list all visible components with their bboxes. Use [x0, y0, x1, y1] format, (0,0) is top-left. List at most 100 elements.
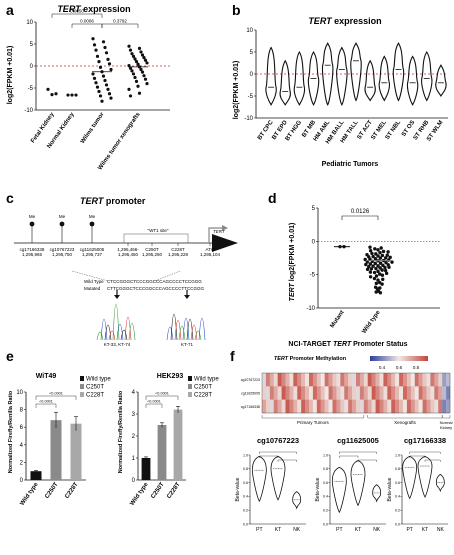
heatmap-cell — [391, 386, 396, 400]
b-ytick-label: 5 — [250, 50, 254, 56]
a-point — [66, 93, 70, 97]
e-legend-swatch — [188, 392, 192, 397]
heatmap-cell — [363, 386, 368, 400]
heatmap-cell — [285, 373, 290, 387]
a-point — [103, 45, 107, 50]
trace-peak — [166, 326, 174, 341]
e-ytick-label: 4 — [132, 390, 136, 396]
d-point — [368, 275, 373, 279]
heatmap-cell — [312, 399, 318, 414]
heatmap-cell — [403, 373, 408, 387]
heatmap-cell — [281, 373, 286, 387]
zoom-line-right — [154, 270, 181, 282]
heatmap-cell — [336, 399, 341, 414]
heatmap-cell — [399, 386, 404, 400]
heatmap-cell — [336, 373, 341, 387]
f-ytick-label: 0.6 — [243, 481, 248, 485]
heatmap-cell — [383, 386, 388, 400]
e-ytick-label: 2 — [132, 434, 136, 440]
heatmap-cell — [391, 399, 396, 414]
heatmap-cell — [348, 399, 353, 414]
trace-peak — [120, 329, 128, 341]
e-xtick-label: C250T — [150, 481, 165, 499]
panel-b-ylabel: log2(FPKM +0.01) — [233, 61, 240, 120]
heatmap-cell — [281, 399, 286, 414]
a-point — [137, 91, 142, 95]
heatmap-cell — [414, 373, 419, 387]
a-xtick-label: Wilms tumor — [80, 111, 106, 145]
a-point — [133, 57, 137, 61]
heatmap-cell — [265, 373, 271, 387]
d-point — [365, 267, 370, 272]
d-point — [370, 251, 374, 256]
wild-type-sequence: CTCCGGGCTCCCGGCCCAGCCCCTCCGGG — [107, 279, 202, 284]
heatmap-group-label: Primary Tumors — [297, 420, 330, 425]
a-point — [106, 87, 110, 91]
e-ytick-label: 0 — [132, 478, 136, 484]
e-chart-title: HEK293 — [157, 373, 184, 380]
heatmap-cell — [340, 399, 345, 414]
site-name: ATG — [206, 247, 215, 252]
d-point — [338, 244, 342, 249]
a-pvalue: 0.0006 — [80, 19, 94, 24]
heatmap-cell — [406, 399, 412, 414]
f-violin — [270, 455, 286, 501]
d-sig-bracket — [341, 215, 379, 220]
a-point — [104, 51, 109, 55]
d-pvalue: 0.0126 — [351, 209, 370, 215]
heatmap-cell — [277, 373, 282, 387]
e-ytick-label: 3 — [132, 412, 136, 418]
panel-b-xlabel: Pediatric Tumors — [322, 161, 379, 168]
trace-peak — [178, 325, 186, 341]
a-point — [91, 72, 95, 76]
heatmap-cell — [340, 373, 345, 387]
heatmap-cell — [367, 399, 372, 414]
e-legend-swatch — [188, 384, 192, 389]
f-ylabel: Beta-value — [235, 477, 241, 501]
f-xtick-label: NK — [437, 527, 445, 533]
heatmap-border — [261, 372, 451, 414]
heatmap-cell — [430, 373, 435, 387]
a-point — [92, 76, 97, 80]
a-ytick-label: -10 — [24, 108, 33, 114]
f-xtick-label: NK — [293, 527, 301, 533]
methylation-heatmap: cg10767223 cg11625005 cg17166338 Primary Tu… — [241, 372, 453, 430]
heatmap-cell — [406, 373, 412, 387]
b-violin — [265, 46, 277, 106]
e-sig-label: <0.0001 — [39, 400, 53, 404]
heatmap-title: TERT Promoter Methylation — [274, 356, 347, 362]
d-point — [386, 250, 390, 254]
heatmap-cell — [418, 399, 423, 414]
heatmap-cell — [426, 386, 431, 400]
heatmap-cell — [320, 399, 325, 414]
a-point — [95, 85, 100, 89]
heatmap-cell — [410, 386, 415, 400]
f-ytick-label: 0.0 — [323, 522, 328, 526]
b-ytick-label: -10 — [244, 116, 253, 122]
a-ytick-label: -5 — [28, 86, 34, 92]
heatmap-cell — [312, 373, 318, 387]
e-legend-swatch — [188, 376, 192, 381]
a-point — [109, 96, 113, 100]
heatmap-cell — [309, 399, 314, 414]
d-point — [384, 271, 389, 276]
a-point — [54, 92, 58, 96]
b-ytick-label: 10 — [246, 28, 253, 34]
heatmap-group-label: Xenografts — [394, 420, 417, 425]
heatmap-cell — [422, 373, 427, 387]
d-point — [371, 254, 375, 259]
f-violin — [372, 484, 382, 503]
e-bar — [173, 409, 183, 480]
e-sig-label: <0.0001 — [155, 392, 169, 396]
d-point — [376, 248, 380, 252]
a-point — [127, 63, 131, 68]
a-point — [131, 72, 136, 76]
trace-peak — [124, 316, 132, 341]
trace-peak — [100, 318, 108, 341]
panel-c-title: TERT promoter — [80, 196, 146, 206]
heatmap-cell — [442, 373, 447, 387]
a-point — [134, 60, 139, 64]
f-ytick-label: 0.8 — [243, 467, 248, 471]
